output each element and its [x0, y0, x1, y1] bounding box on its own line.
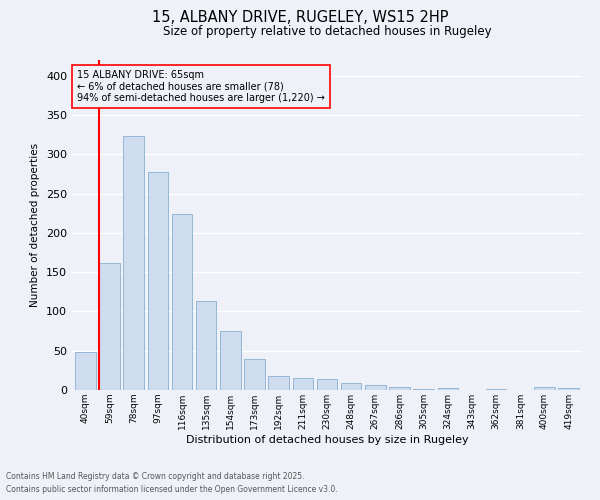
Bar — [220, 331, 241, 390]
Bar — [244, 360, 265, 390]
Text: Contains HM Land Registry data © Crown copyright and database right 2025.
Contai: Contains HM Land Registry data © Crown c… — [6, 472, 338, 494]
Bar — [534, 387, 555, 390]
Bar — [124, 136, 144, 390]
Bar — [317, 379, 337, 390]
Title: Size of property relative to detached houses in Rugeley: Size of property relative to detached ho… — [163, 25, 491, 38]
Bar — [389, 387, 410, 390]
Bar — [148, 172, 168, 390]
Bar — [341, 383, 361, 390]
Bar — [486, 389, 506, 390]
Bar — [293, 378, 313, 390]
Bar — [268, 376, 289, 390]
Bar — [413, 389, 434, 390]
Bar — [196, 301, 217, 390]
Y-axis label: Number of detached properties: Number of detached properties — [31, 143, 40, 307]
Bar — [75, 352, 95, 390]
Bar — [437, 388, 458, 390]
Bar — [559, 388, 579, 390]
X-axis label: Distribution of detached houses by size in Rugeley: Distribution of detached houses by size … — [185, 434, 469, 444]
Text: 15, ALBANY DRIVE, RUGELEY, WS15 2HP: 15, ALBANY DRIVE, RUGELEY, WS15 2HP — [152, 10, 448, 25]
Bar — [365, 384, 386, 390]
Bar — [99, 262, 120, 390]
Bar — [172, 214, 192, 390]
Text: 15 ALBANY DRIVE: 65sqm
← 6% of detached houses are smaller (78)
94% of semi-deta: 15 ALBANY DRIVE: 65sqm ← 6% of detached … — [77, 70, 325, 103]
